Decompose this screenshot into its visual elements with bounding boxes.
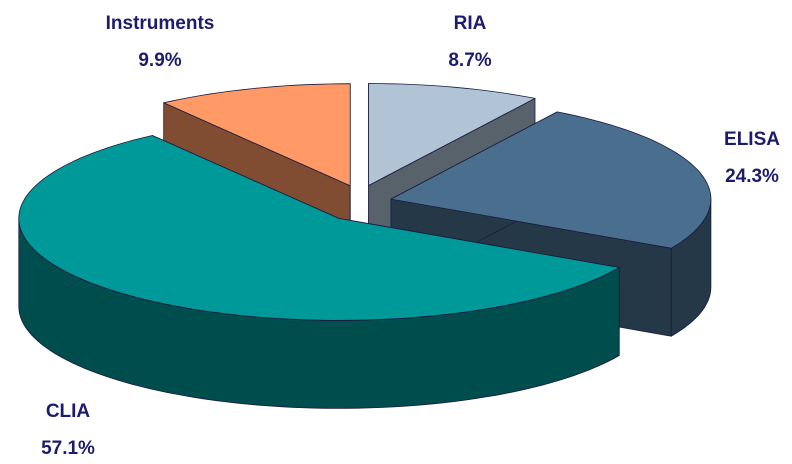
slice: [163, 83, 351, 187]
slice: [390, 111, 712, 249]
value-label: 9.9%: [138, 50, 181, 71]
value-label: 24.3%: [725, 166, 779, 187]
slice-label: Instruments: [106, 13, 215, 34]
value-label: 57.1%: [41, 438, 95, 459]
slice: [368, 83, 536, 186]
slice-label: RIA: [454, 13, 487, 34]
slice: [18, 135, 620, 321]
slice-label: CLIA: [46, 401, 91, 422]
value-label: 8.7%: [448, 50, 491, 71]
slice-label: ELISA: [724, 129, 780, 150]
